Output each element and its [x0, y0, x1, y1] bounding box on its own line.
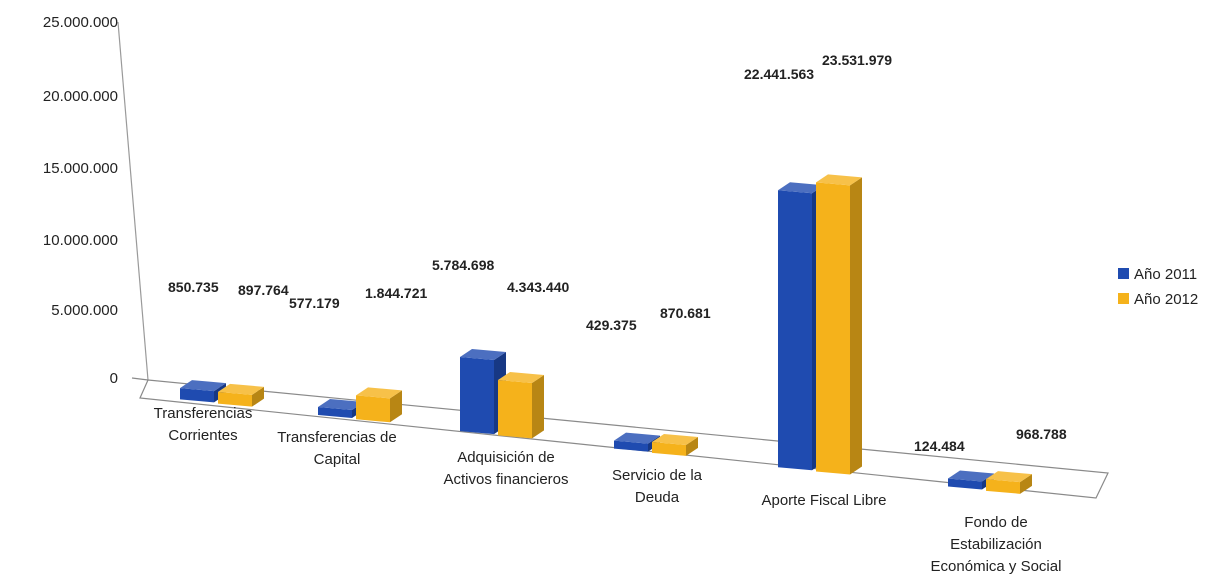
y-axis-ticks: 0 5.000.000 10.000.000 15.000.000 20.000.000…	[43, 14, 118, 387]
bar-2012	[652, 433, 698, 456]
bar-2012	[218, 383, 264, 407]
y-tick-label: 25.000.000	[43, 14, 118, 31]
data-label: 850.735	[168, 279, 219, 295]
bar-2011	[460, 348, 506, 435]
data-label: 870.681	[660, 305, 711, 321]
category-label: Transferencias Corrientes	[154, 405, 253, 444]
data-label: 5.784.698	[432, 257, 494, 273]
legend-label: Año 2012	[1134, 291, 1198, 308]
data-label: 23.531.979	[822, 52, 892, 68]
data-label: 4.343.440	[507, 279, 569, 295]
data-labels: 850.735 577.179 5.784.698 429.375 22.441.563…	[168, 52, 1067, 454]
y-tick-label: 20.000.000	[43, 88, 118, 105]
category-label: Servicio de la Deuda	[612, 467, 703, 506]
data-label: 429.375	[586, 317, 637, 333]
bar-2012	[498, 372, 544, 439]
y-tick-label: 5.000.000	[51, 302, 118, 319]
category-label: Fondo de Estabilización Económica y Social	[931, 514, 1062, 575]
bar-2012	[986, 471, 1032, 494]
legend-swatch	[1118, 293, 1129, 304]
data-label: 968.788	[1016, 426, 1067, 442]
bar-2012	[816, 174, 862, 475]
data-label: 124.484	[914, 438, 965, 454]
bar-2012	[356, 387, 402, 423]
data-label: 577.179	[289, 295, 340, 311]
chart-axes	[117, 21, 1109, 499]
y-tick-label: 0	[110, 370, 118, 387]
chart-bars	[180, 174, 1032, 494]
data-label: 1.844.721	[365, 285, 427, 301]
y-tick-label: 10.000.000	[43, 232, 118, 249]
legend: Año 2011 Año 2012	[1118, 266, 1198, 308]
category-label: Aporte Fiscal Libre	[761, 492, 886, 509]
category-label: Transferencias de Capital	[277, 429, 397, 468]
category-labels: Transferencias Corrientes Transferencias d…	[154, 405, 1062, 575]
bar-2011	[180, 380, 226, 403]
legend-swatch	[1118, 268, 1129, 279]
y-tick-label: 15.000.000	[43, 160, 118, 177]
legend-label: Año 2011	[1134, 266, 1197, 283]
category-label: Adquisición de Activos financieros	[443, 449, 568, 488]
data-label: 22.441.563	[744, 66, 814, 82]
data-label: 897.764	[238, 282, 289, 298]
